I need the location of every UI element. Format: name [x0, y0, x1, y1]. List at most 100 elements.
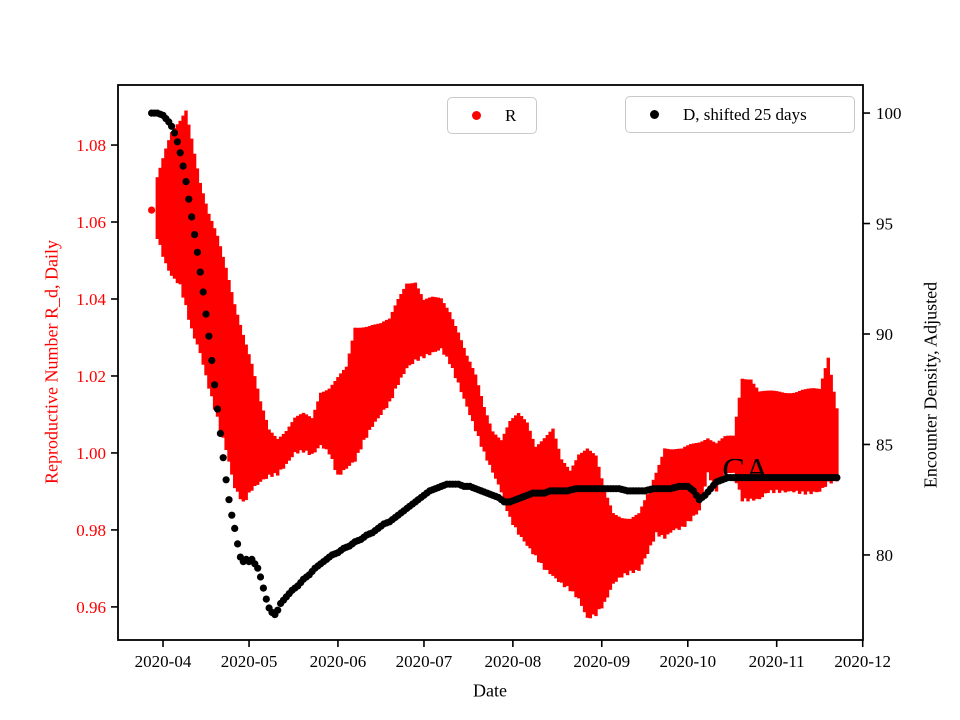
- r-band-bar: [689, 444, 693, 522]
- r-band-bar: [491, 431, 495, 473]
- r-band-bar: [829, 374, 833, 484]
- r-band-bar: [184, 110, 188, 306]
- left-axis-title: Reproductive Number R_d, Daily: [41, 240, 62, 484]
- r-band-bar: [376, 323, 380, 419]
- r-band-bar: [181, 115, 185, 298]
- r-band-bar: [339, 373, 343, 475]
- r-band-bar: [187, 124, 191, 320]
- r-band-bar: [717, 440, 721, 483]
- r-band-bar: [783, 393, 787, 493]
- r-band-bar: [568, 470, 572, 592]
- r-band-bar: [261, 410, 266, 480]
- r-band-bar: [720, 438, 724, 480]
- r-band-bar: [551, 428, 555, 576]
- r-band-bar: [230, 292, 234, 475]
- r-band-bar: [362, 327, 366, 440]
- d-dot: [173, 138, 181, 146]
- r-band-bar: [192, 153, 197, 339]
- r-band-bar: [158, 167, 162, 245]
- r-band-bar: [786, 393, 790, 492]
- r-band-bar: [746, 379, 750, 502]
- r-band-bar: [620, 518, 624, 578]
- plot-border: [117, 84, 864, 641]
- r-band-bar: [284, 431, 288, 464]
- r-band-bar: [502, 433, 506, 500]
- r-band-bar: [215, 235, 220, 417]
- r-band-bar: [439, 298, 443, 349]
- r-band-bar: [364, 326, 369, 438]
- d-dot: [182, 178, 190, 186]
- right-y-tick-label: 80: [876, 546, 893, 565]
- r-band-bar: [316, 401, 320, 449]
- r-band-bar: [789, 393, 793, 492]
- d-dot: [256, 573, 265, 581]
- x-tick-label: 2020-04: [135, 652, 192, 671]
- r-band-bar: [605, 497, 610, 598]
- r-band-bar: [321, 391, 326, 449]
- d-dot: [185, 195, 193, 203]
- r-band-bar: [304, 414, 309, 451]
- r-band-bar: [505, 427, 509, 511]
- r-band-bar: [514, 415, 518, 528]
- r-band-bar: [218, 246, 223, 430]
- legend-label-r: R: [505, 105, 517, 125]
- r-band-bar: [602, 490, 607, 602]
- r-band-bar: [772, 390, 776, 494]
- r-band-bar: [631, 516, 635, 573]
- r-band-bar: [333, 381, 337, 470]
- r-band-bar: [235, 314, 240, 492]
- r-band-bar: [287, 426, 291, 461]
- r-band-bar: [425, 298, 429, 355]
- r-band-bar: [714, 443, 719, 492]
- r-band-bar: [402, 288, 406, 374]
- r-band-bar: [663, 448, 667, 539]
- r-band-bar: [654, 472, 658, 533]
- r-band-bar: [623, 518, 627, 574]
- r-band-bar: [273, 435, 277, 474]
- r-band-bar: [835, 408, 839, 482]
- r-band-bar: [508, 421, 512, 517]
- r-band-bar: [301, 412, 306, 453]
- r-band-bar: [777, 391, 782, 493]
- r-band-bar: [468, 361, 472, 416]
- legend-marker-d-icon: [650, 110, 659, 119]
- left-y-tick-label: 0.98: [76, 521, 106, 540]
- left-y-tick-label: 1.06: [76, 213, 106, 232]
- x-tick-label: 2020-11: [749, 652, 805, 671]
- r-band-bar: [430, 296, 435, 353]
- r-band-bar: [634, 514, 638, 570]
- r-band-bar: [344, 366, 349, 469]
- r-band-bar: [820, 378, 825, 488]
- r-band-bar: [399, 294, 403, 378]
- d-dot: [234, 540, 242, 548]
- d-dot: [262, 595, 270, 603]
- d-dot: [196, 268, 204, 276]
- r-band-bar: [407, 283, 412, 366]
- d-dot: [219, 454, 227, 462]
- r-band-bar: [792, 392, 796, 493]
- r-band-bar: [396, 299, 400, 385]
- r-band-bar: [436, 297, 440, 351]
- d-dot: [191, 231, 199, 239]
- right-axis-title: Encounter Density, Adjusted: [920, 281, 941, 489]
- r-band-bar: [812, 388, 816, 492]
- r-band-bar: [373, 324, 377, 422]
- r-band-bar: [737, 397, 742, 490]
- d-dot: [222, 476, 230, 484]
- r-band-bar: [450, 319, 455, 368]
- r-band-bar: [293, 417, 297, 453]
- r-band-bar: [554, 438, 558, 579]
- left-y-tick-label: 0.96: [76, 598, 106, 617]
- r-band-bar: [614, 515, 618, 582]
- r-band-bar: [155, 177, 159, 239]
- r-band-bar: [382, 321, 386, 410]
- r-band-bar: [711, 441, 716, 483]
- r-band-bar: [198, 182, 202, 354]
- r-band-bar: [267, 429, 271, 475]
- r-band-bar: [405, 283, 409, 369]
- r-band-bar: [818, 388, 822, 492]
- r-band-bar: [594, 455, 598, 617]
- r-band-bar: [428, 297, 432, 356]
- r-band-bar: [212, 228, 217, 410]
